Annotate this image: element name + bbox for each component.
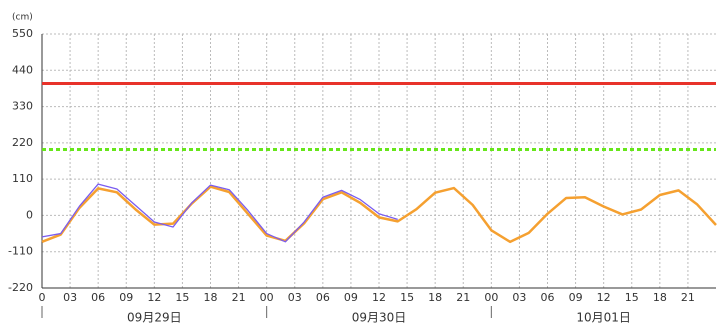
x-tick-label: 00: [260, 291, 274, 304]
x-tick-label: 09: [569, 291, 583, 304]
x-tick-label: 06: [316, 291, 330, 304]
x-tick-label: 21: [232, 291, 246, 304]
x-tick-label: 21: [456, 291, 470, 304]
x-tick-label: 03: [288, 291, 302, 304]
x-tick-label: 03: [512, 291, 526, 304]
y-tick-label: 220: [12, 136, 33, 149]
y-tick-label: -220: [8, 281, 33, 294]
tide-line: [41, 185, 717, 244]
y-tick-label: 550: [12, 27, 33, 40]
x-tick-label: 12: [597, 291, 611, 304]
day-label: 09月29日: [127, 311, 182, 325]
x-tick-label: 15: [400, 291, 414, 304]
x-tick-label: 06: [541, 291, 555, 304]
y-tick-label: 110: [12, 172, 33, 185]
tide-line: [41, 183, 398, 243]
y-unit: (cm): [12, 13, 33, 23]
x-tick-label: 18: [653, 291, 667, 304]
x-tick-label: 06: [91, 291, 105, 304]
x-tick-label: 18: [204, 291, 218, 304]
x-tick-label: 09: [119, 291, 133, 304]
x-tick-label: 12: [147, 291, 161, 304]
x-tick-label: 18: [428, 291, 442, 304]
x-tick-label: 00: [484, 291, 498, 304]
y-tick-label: 440: [12, 63, 33, 76]
x-tick-label: 12: [372, 291, 386, 304]
y-tick-label: 0: [26, 208, 33, 221]
x-tick-label: 03: [63, 291, 77, 304]
x-tick-label: 15: [175, 291, 189, 304]
y-tick-label: 330: [12, 100, 33, 113]
x-tick-label: 15: [625, 291, 639, 304]
day-label: 10月01日: [576, 311, 631, 325]
day-label: 09月30日: [352, 311, 407, 325]
x-tick-label: 21: [681, 291, 695, 304]
y-tick-label: -110: [8, 245, 33, 258]
x-tick-label: 0: [39, 291, 46, 304]
x-tick-label: 09: [344, 291, 358, 304]
